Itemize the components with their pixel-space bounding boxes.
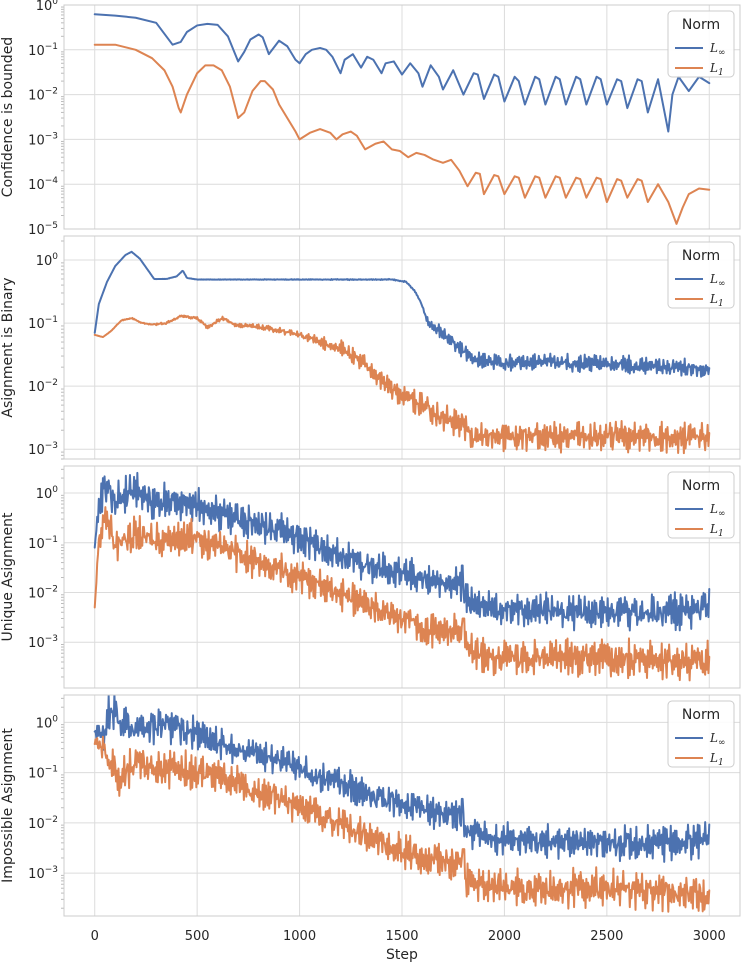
y-tick-label: 10−2 — [28, 87, 58, 104]
y-axis-label: Asignment is Binary — [0, 277, 16, 417]
legend-title: Norm — [682, 478, 720, 494]
legend-label-l1: L1 — [709, 61, 724, 78]
panel-4: 100 10−1 10−2 10−3 Impossible Asignment Norm L… — [0, 694, 741, 963]
plot-frame — [63, 465, 741, 689]
legend-title: Norm — [682, 707, 720, 723]
legend: Norm L∞ L1 — [667, 241, 735, 309]
y-tick-label: 10−1 — [28, 765, 58, 782]
y-tick-label: 100 — [36, 714, 59, 731]
x-tick-label: 0 — [91, 929, 99, 944]
legend-label-l1: L1 — [709, 522, 724, 539]
legend: Norm L∞ L1 — [667, 700, 735, 768]
series-line-l1 — [93, 43, 711, 225]
x-tick-label: 1000 — [283, 929, 316, 944]
y-axis-label: Impossible Asignment — [0, 728, 16, 883]
y-tick-label: 10−2 — [28, 378, 58, 395]
panel-3: 100 10−1 10−2 10−3 Unique Asignment Norm L∞ L1 — [0, 465, 741, 689]
legend-label-linf: L∞ — [709, 41, 725, 58]
x-tick-label: 1500 — [385, 929, 418, 944]
y-tick-label: 10−2 — [28, 584, 58, 601]
x-tick-label: 3000 — [693, 929, 726, 944]
y-tick-label: 10−1 — [28, 315, 58, 332]
y-tick-label: 10−3 — [28, 441, 58, 458]
panel-1: 100 10−1 10−2 10−3 10−4 10−5 Confidence is bou… — [0, 0, 741, 238]
plot-frame — [63, 4, 741, 230]
legend-box — [667, 10, 735, 78]
y-tick-label: 100 — [36, 485, 59, 502]
legend-label-linf: L∞ — [709, 502, 725, 519]
x-tick-label: 2000 — [488, 929, 521, 944]
plot-frame — [63, 694, 741, 917]
y-tick-label: 100 — [36, 0, 59, 14]
legend-box — [667, 241, 735, 309]
legend-title: Norm — [682, 248, 720, 264]
y-axis-label: Confidence is bounded — [0, 37, 16, 197]
legend: Norm L∞ L1 — [667, 471, 735, 539]
x-tick-label: 500 — [185, 929, 210, 944]
y-tick-label: 10−5 — [28, 221, 58, 238]
series-line-linf — [93, 13, 711, 133]
legend-box — [667, 700, 735, 768]
series-line-l1 — [93, 506, 711, 682]
y-tick-label: 10−2 — [28, 815, 58, 832]
legend-label-linf: L∞ — [709, 731, 725, 748]
y-tick-label: 100 — [36, 252, 59, 269]
legend-label-l1: L1 — [709, 292, 724, 309]
y-tick-label: 10−1 — [28, 535, 58, 552]
series-line-l1 — [93, 314, 711, 455]
plot-frame — [63, 235, 741, 460]
series-line-linf — [93, 471, 711, 632]
legend: Norm L∞ L1 — [667, 10, 735, 78]
y-axis-label: Unique Asignment — [0, 512, 16, 641]
y-tick-label: 10−3 — [28, 634, 58, 651]
legend-title: Norm — [682, 17, 720, 33]
y-tick-label: 10−1 — [28, 42, 58, 59]
panel-2: 100 10−1 10−2 10−3 Asignment is Binary Norm L∞… — [0, 235, 741, 460]
legend-box — [667, 471, 735, 539]
legend-label-l1: L1 — [709, 751, 724, 768]
x-tick-label: 2500 — [590, 929, 623, 944]
series-line-linf — [93, 695, 711, 863]
y-tick-label: 10−4 — [28, 176, 58, 193]
series-line-linf — [93, 250, 711, 378]
series-line-l1 — [93, 735, 711, 913]
legend-label-linf: L∞ — [709, 272, 725, 289]
y-tick-label: 10−3 — [28, 865, 58, 882]
y-tick-label: 10−3 — [28, 131, 58, 148]
x-axis-label: Step — [386, 947, 418, 963]
